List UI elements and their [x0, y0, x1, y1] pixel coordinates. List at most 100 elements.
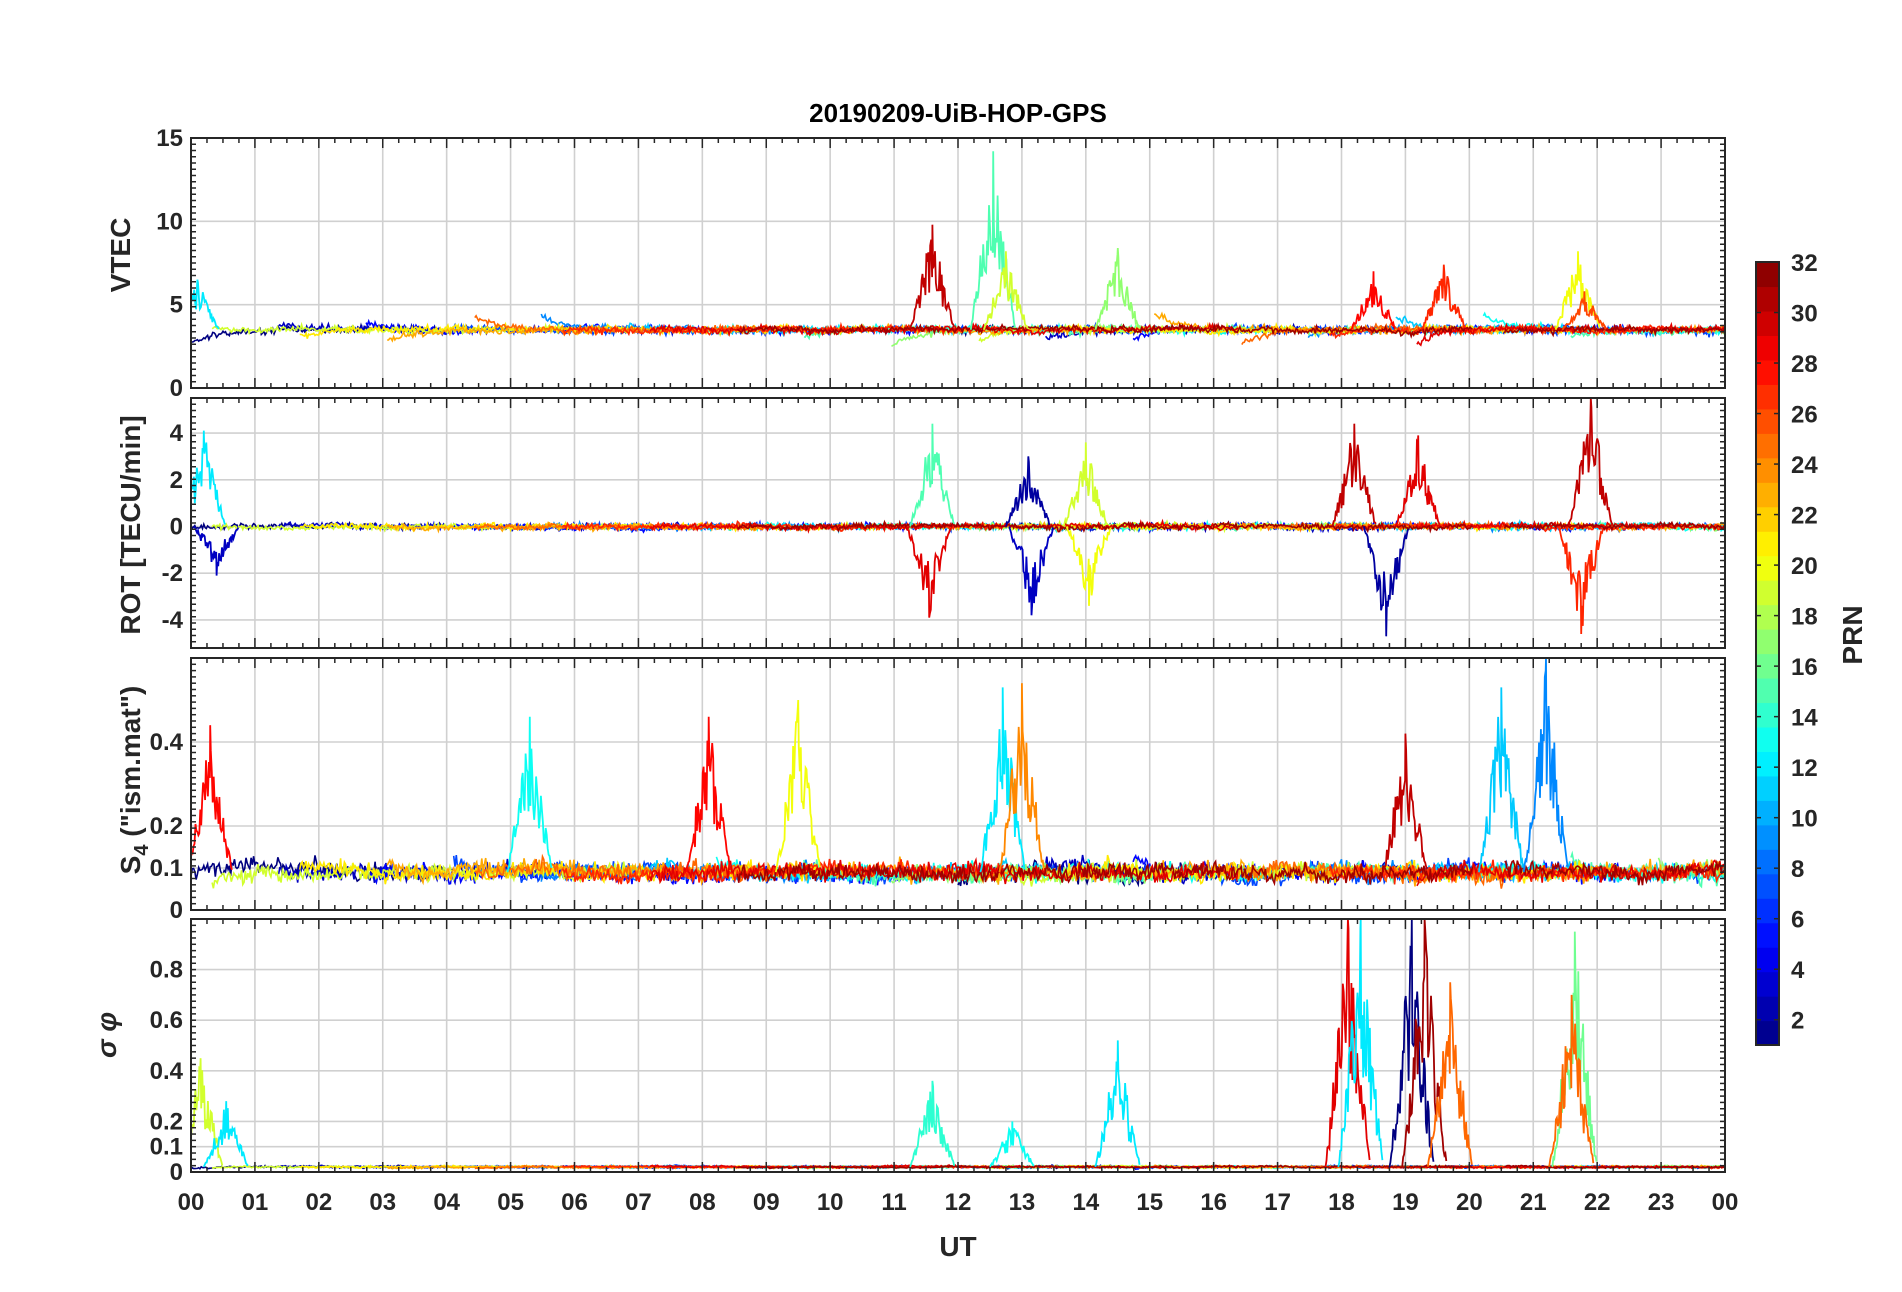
x-tick-label: 12	[945, 1189, 972, 1216]
feature-spike	[1062, 442, 1109, 527]
feature-spike	[1522, 657, 1569, 873]
colorbar-swatch	[1756, 922, 1779, 948]
series-line-prn-29	[1416, 519, 1726, 532]
panel-frame-rot	[190, 397, 1726, 649]
colorbar-tick-label: 20	[1791, 553, 1818, 580]
colorbar-swatch	[1756, 996, 1779, 1022]
series-group-vtec	[190, 311, 1726, 348]
feature-spike	[1401, 918, 1448, 1167]
series-line-prn-25	[474, 314, 770, 337]
y-tick-label: 10	[156, 208, 183, 235]
y-tick-label: -4	[162, 607, 184, 634]
colorbar-swatch	[1756, 457, 1779, 483]
x-tick-label: 15	[1136, 1189, 1163, 1216]
colorbar-swatch	[1756, 580, 1779, 606]
s4-y-label: S4 ("ism.mat")	[115, 686, 153, 875]
panel-s4: 0 0.1 0.2 0.4	[150, 657, 1726, 924]
feature-spike	[989, 1121, 1035, 1168]
x-axis-label: UT	[939, 1231, 976, 1262]
colorbar-tick-label: 12	[1791, 755, 1818, 782]
series-line-prn-31	[736, 859, 1474, 887]
colorbar-tick-label: 22	[1791, 503, 1818, 530]
colorbar-swatch	[1756, 506, 1779, 532]
colorbar-swatch	[1756, 751, 1779, 777]
x-tick-label: 05	[497, 1189, 524, 1216]
series-line-prn-25	[1241, 859, 1508, 889]
x-tick-label: 13	[1009, 1189, 1036, 1216]
colorbar-swatch	[1756, 775, 1779, 801]
colorbar-swatch	[1756, 702, 1779, 728]
y-tick-label: 5	[170, 292, 183, 319]
x-tick-label: 22	[1584, 1189, 1611, 1216]
colorbar-swatch	[1756, 604, 1779, 630]
colorbar-swatch	[1756, 408, 1779, 434]
panel-rot: -4 -2 0 2 4	[162, 397, 1726, 649]
colorbar-swatch	[1756, 335, 1779, 361]
x-tick-label: 02	[305, 1189, 332, 1216]
feature-spike	[909, 423, 956, 527]
feature-group-sigma_phi	[190, 918, 1598, 1168]
colorbar-tick-label: 14	[1791, 705, 1818, 732]
x-tick-label: 16	[1200, 1189, 1227, 1216]
s4-y-label-rest: ("ism.mat")	[115, 686, 146, 845]
feature-group-rot	[190, 397, 1614, 637]
colorbar-tick-label: 18	[1791, 604, 1818, 631]
colorbar-swatch	[1756, 947, 1779, 973]
colorbar-swatch	[1756, 531, 1779, 557]
colorbar-tick-label: 4	[1791, 957, 1805, 984]
colorbar-tick-label: 8	[1791, 856, 1804, 883]
x-tick-label: 23	[1648, 1189, 1675, 1216]
feature-spike	[1426, 982, 1473, 1168]
series-line-prn-31	[737, 1164, 1474, 1170]
colorbar-swatch	[1756, 310, 1779, 337]
feature-spike	[1331, 423, 1377, 527]
colorbar-swatch	[1756, 898, 1779, 924]
feature-spike	[1548, 994, 1595, 1168]
colorbar-swatch	[1756, 849, 1779, 875]
x-tick-label: 14	[1072, 1189, 1099, 1216]
x-tick-label: 20	[1456, 1189, 1483, 1216]
series-line-prn-29	[1416, 321, 1726, 347]
y-tick-label: 0.4	[150, 1058, 184, 1085]
series-group-sigma_phi	[190, 1163, 1726, 1171]
feature-spike	[909, 1080, 956, 1168]
colorbar-swatch	[1756, 555, 1779, 581]
colorbar-swatch	[1756, 384, 1779, 410]
series-line-prn-31	[737, 519, 1473, 534]
feature-spike	[506, 716, 553, 873]
colorbar-tick-label: 32	[1791, 250, 1818, 277]
feature-spike	[1557, 526, 1604, 635]
colorbar-swatch	[1756, 726, 1779, 752]
colorbar-tick-label: 10	[1791, 806, 1818, 833]
colorbar-tick-label: 24	[1791, 452, 1818, 479]
y-tick-label: 0	[170, 897, 183, 924]
vtec-y-label: VTEC	[105, 218, 136, 293]
feature-spike	[1382, 733, 1428, 873]
y-tick-label: 0.1	[150, 855, 183, 882]
colorbar-swatch	[1756, 629, 1779, 655]
colorbar-swatch	[1756, 433, 1779, 459]
y-tick-label: -2	[162, 560, 183, 587]
feature-spike	[190, 725, 233, 873]
colorbar-swatch	[1756, 286, 1779, 312]
x-tick-label: 11	[881, 1189, 906, 1216]
colorbar-swatch	[1756, 1020, 1779, 1046]
panel-frame-s4	[190, 657, 1726, 911]
x-tick-label: 04	[433, 1189, 460, 1216]
feature-spike	[1094, 247, 1141, 330]
y-tick-label: 4	[170, 420, 184, 447]
series-line-prn-27	[1328, 859, 1725, 885]
x-tick-label: 07	[625, 1189, 652, 1216]
y-tick-label: 2	[170, 467, 183, 494]
feature-spike	[685, 716, 732, 873]
colorbar-frame	[1755, 261, 1780, 1046]
feature-spike	[1561, 291, 1607, 331]
colorbar-tick-label: 6	[1791, 907, 1804, 934]
colorbar-swatch	[1756, 359, 1779, 385]
colorbar-tick-label: 28	[1791, 351, 1818, 378]
feature-spike	[1388, 918, 1435, 1168]
feature-spike	[1065, 526, 1112, 606]
feature-group-s4	[190, 657, 1569, 873]
